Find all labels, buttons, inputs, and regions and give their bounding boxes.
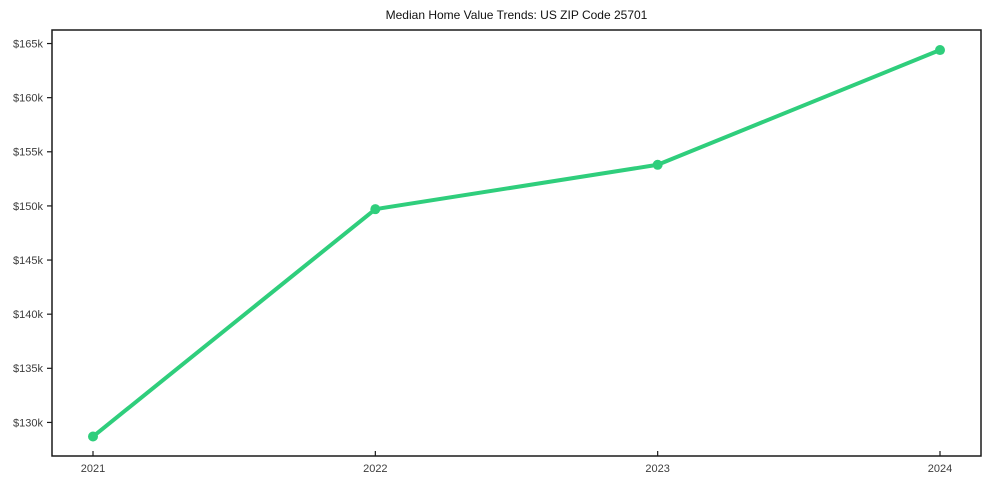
y-tick-label: $160k (13, 93, 43, 105)
chart-title: Median Home Value Trends: US ZIP Code 25… (385, 8, 648, 22)
data-point-marker (652, 159, 663, 170)
y-tick-label: $135k (13, 363, 43, 375)
y-tick-label: $140k (13, 309, 43, 321)
x-tick-label: 2022 (363, 463, 387, 475)
y-tick-label: $165k (13, 38, 43, 50)
data-point-marker (935, 45, 945, 56)
x-tick-label: 2023 (645, 463, 669, 475)
data-point-marker (370, 204, 381, 215)
plot-border (51, 29, 982, 457)
series-line (91, 48, 942, 439)
x-tick-label: 2024 (928, 463, 952, 475)
x-tick-label: 2021 (81, 463, 105, 475)
y-tick-label: $150k (13, 201, 43, 213)
y-tick-label: $130k (13, 417, 43, 429)
data-point-marker (88, 431, 98, 442)
y-tick-label: $145k (13, 255, 43, 267)
y-tick-label: $155k (13, 147, 43, 159)
